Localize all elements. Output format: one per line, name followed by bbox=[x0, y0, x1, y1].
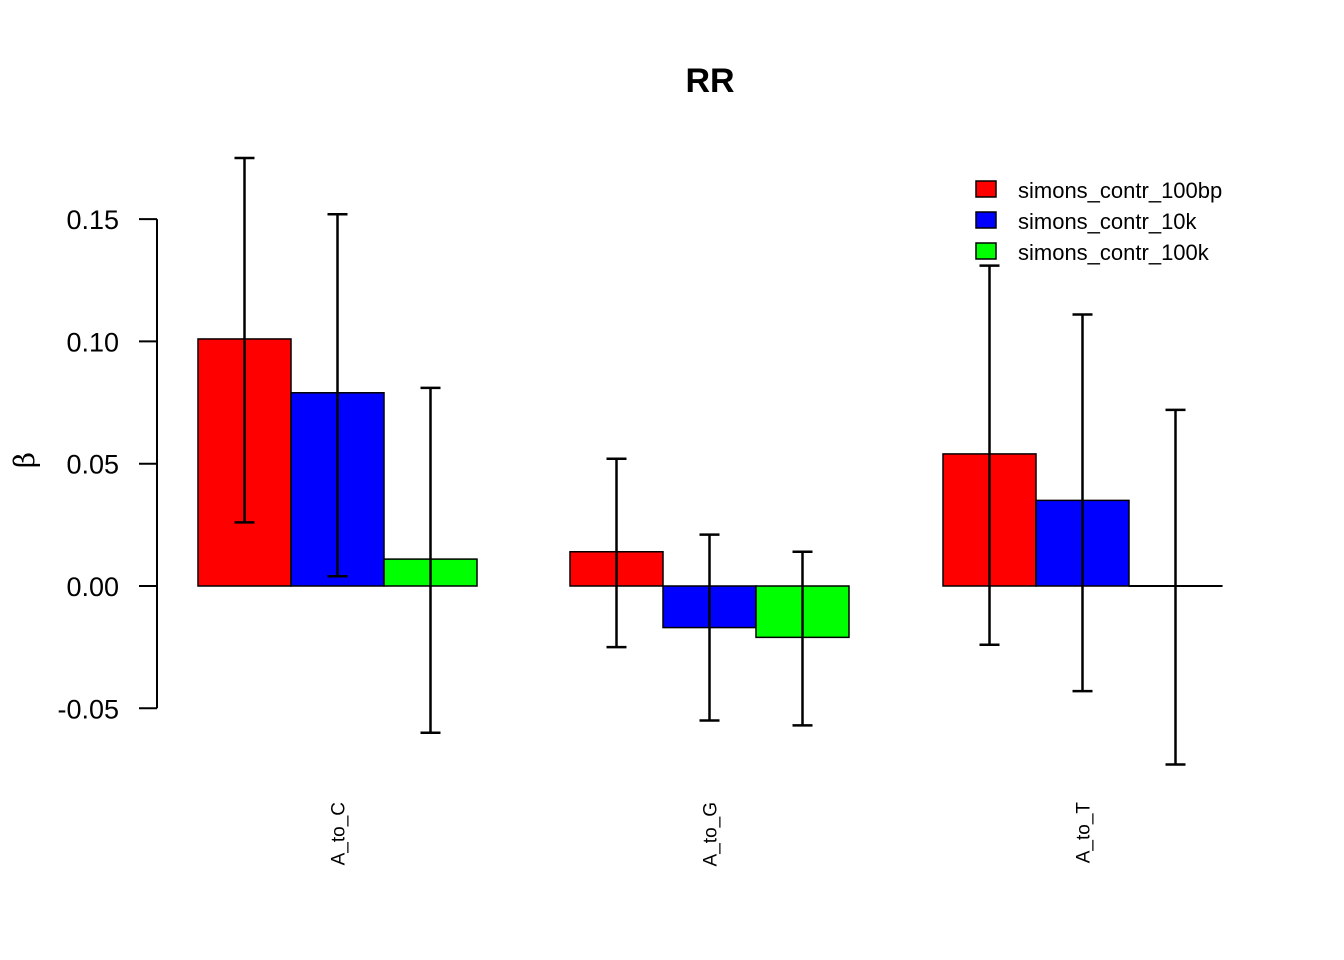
chart-title: RR bbox=[685, 62, 734, 100]
x-tick-label: A_to_C bbox=[329, 802, 350, 865]
x-axis-labels: A_to_C A_to_G A_to_T bbox=[329, 802, 1095, 867]
legend-label: simons_contr_10k bbox=[1018, 209, 1198, 234]
y-axis-label: β bbox=[8, 452, 41, 468]
legend: simons_contr_100bp simons_contr_10ksimons… bbox=[975, 178, 1222, 265]
y-axis: -0.05 0.00 0.05 0.10 0.15 bbox=[57, 205, 158, 724]
x-tick-label: A_to_G bbox=[701, 802, 722, 866]
error-bars-group bbox=[234, 156, 1186, 766]
x-tick-label: A_to_T bbox=[1074, 802, 1095, 864]
legend-label: simons_contr_100k bbox=[1018, 240, 1210, 265]
y-tick-label: -0.05 bbox=[57, 694, 119, 724]
legend-label: simons_contr_100bp bbox=[1018, 178, 1222, 203]
y-tick-label: 0.10 bbox=[66, 327, 119, 357]
legend-swatch bbox=[975, 180, 997, 198]
y-tick-label: 0.00 bbox=[66, 572, 119, 602]
legend-swatch bbox=[975, 211, 997, 229]
y-tick-label: 0.05 bbox=[66, 450, 119, 480]
legend-swatch bbox=[975, 242, 997, 260]
y-tick-label: 0.15 bbox=[66, 205, 119, 235]
